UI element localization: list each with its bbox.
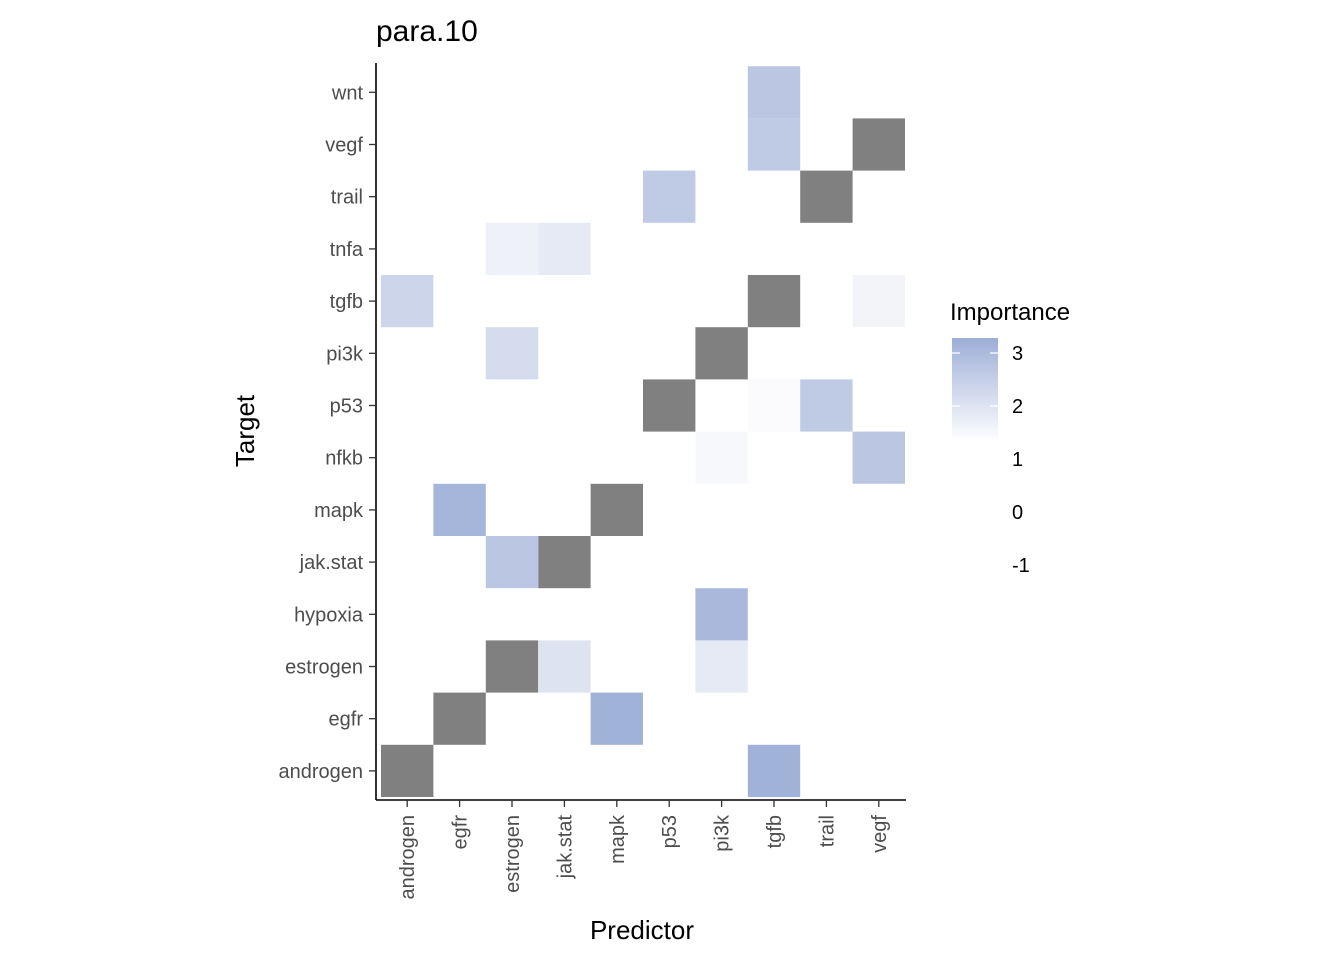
legend-label: 1 xyxy=(1012,449,1023,471)
heatmap-cell-pi3k-estrogen xyxy=(485,327,539,380)
legend: Importance 3 2 1 0 -1 xyxy=(950,299,1070,577)
legend-ticks: 3 2 1 0 -1 xyxy=(952,343,1030,577)
x-tick-label: estrogen xyxy=(502,815,524,893)
legend-label: 2 xyxy=(1012,396,1023,418)
x-tick-label: vegf xyxy=(869,815,891,853)
heatmap-cell-pi3k-pi3k xyxy=(695,327,748,380)
x-tick-label: egfr xyxy=(450,815,472,850)
y-tick-label: estrogen xyxy=(285,657,363,679)
legend-colorbar xyxy=(952,338,998,442)
heatmap-cell-p53-p53 xyxy=(643,379,696,432)
heatmap-cell-vegf-tgfb xyxy=(747,118,801,171)
x-tick-label: jak.stat xyxy=(554,815,576,880)
x-tick-label: p53 xyxy=(659,815,681,848)
heatmap-cell-pi3k-vegf xyxy=(852,327,905,380)
heatmap-cell-egfr-egfr xyxy=(433,692,486,745)
y-tick-label: egfr xyxy=(329,709,364,731)
x-tick-label: mapk xyxy=(607,814,629,864)
legend-label: -1 xyxy=(1012,555,1030,577)
heatmap-cell-trail-p53 xyxy=(643,170,696,223)
heatmap-cell-tgfb-tgfb xyxy=(747,275,801,328)
x-tick-label: pi3k xyxy=(712,814,734,852)
x-tick-label: androgen xyxy=(397,815,419,900)
heatmap-cell-jak-stat-estrogen xyxy=(485,536,539,589)
heatmap-cell-hypoxia-pi3k xyxy=(695,588,748,641)
legend-title: Importance xyxy=(950,299,1070,326)
y-tick-label: pi3k xyxy=(326,343,364,365)
heatmap-cell-estrogen-estrogen xyxy=(485,640,539,693)
heatmap-cell-tnfa-estrogen xyxy=(485,222,539,275)
heatmap-cell-estrogen-jak-stat xyxy=(538,640,591,693)
heatmap-cell-nfkb-pi3k xyxy=(695,431,748,484)
y-tick-label: tnfa xyxy=(330,239,364,261)
heatmap-cell-egfr-mapk xyxy=(590,692,643,745)
y-axis-title: Target xyxy=(230,394,260,467)
y-tick-label: wnt xyxy=(331,82,364,104)
heatmap-cell-tnfa-jak-stat xyxy=(538,222,591,275)
heatmap-cell-tgfb-androgen xyxy=(381,275,434,328)
heatmap-cell-jak-stat-jak-stat xyxy=(538,536,591,589)
heatmap-cell-mapk-egfr xyxy=(433,483,486,536)
heatmap-cell-wnt-tgfb xyxy=(747,66,801,119)
y-tick-label: tgfb xyxy=(330,291,363,313)
heatmap-cells xyxy=(381,66,905,797)
y-axis: androgen egfr estrogen hypoxia jak.stat mapk n… xyxy=(278,82,376,783)
legend-label: 0 xyxy=(1012,502,1023,524)
chart-title: para.10 xyxy=(376,15,478,48)
heatmap-cell-p53-trail xyxy=(800,379,853,432)
y-tick-label: vegf xyxy=(325,135,363,157)
heatmap-cell-tgfb-vegf xyxy=(852,275,905,328)
y-tick-label: mapk xyxy=(314,500,364,522)
heatmap-cell-androgen-androgen xyxy=(381,744,434,797)
legend-label: 3 xyxy=(1012,343,1023,365)
heatmap-cell-trail-trail xyxy=(800,170,853,223)
x-axis: androgen egfr estrogen jak.stat mapk p53 pi3k t… xyxy=(397,800,891,900)
x-tick-label: tgfb xyxy=(764,815,786,848)
y-tick-label: androgen xyxy=(278,761,363,783)
y-tick-label: hypoxia xyxy=(294,604,364,626)
heatmap-cell-p53-tgfb xyxy=(747,379,801,432)
y-tick-label: jak.stat xyxy=(299,552,364,574)
heatmap-cell-mapk-mapk xyxy=(590,483,643,536)
x-axis-title: Predictor xyxy=(590,915,694,945)
heatmap-cell-vegf-vegf xyxy=(852,118,905,171)
x-tick-label: trail xyxy=(816,815,838,847)
y-tick-label: trail xyxy=(331,187,363,209)
heatmap-cell-androgen-tgfb xyxy=(747,744,801,797)
y-tick-label: nfkb xyxy=(325,448,363,470)
heatmap-cell-nfkb-vegf xyxy=(852,431,905,484)
heatmap-cell-estrogen-pi3k xyxy=(695,640,748,693)
y-tick-label: p53 xyxy=(330,396,363,418)
